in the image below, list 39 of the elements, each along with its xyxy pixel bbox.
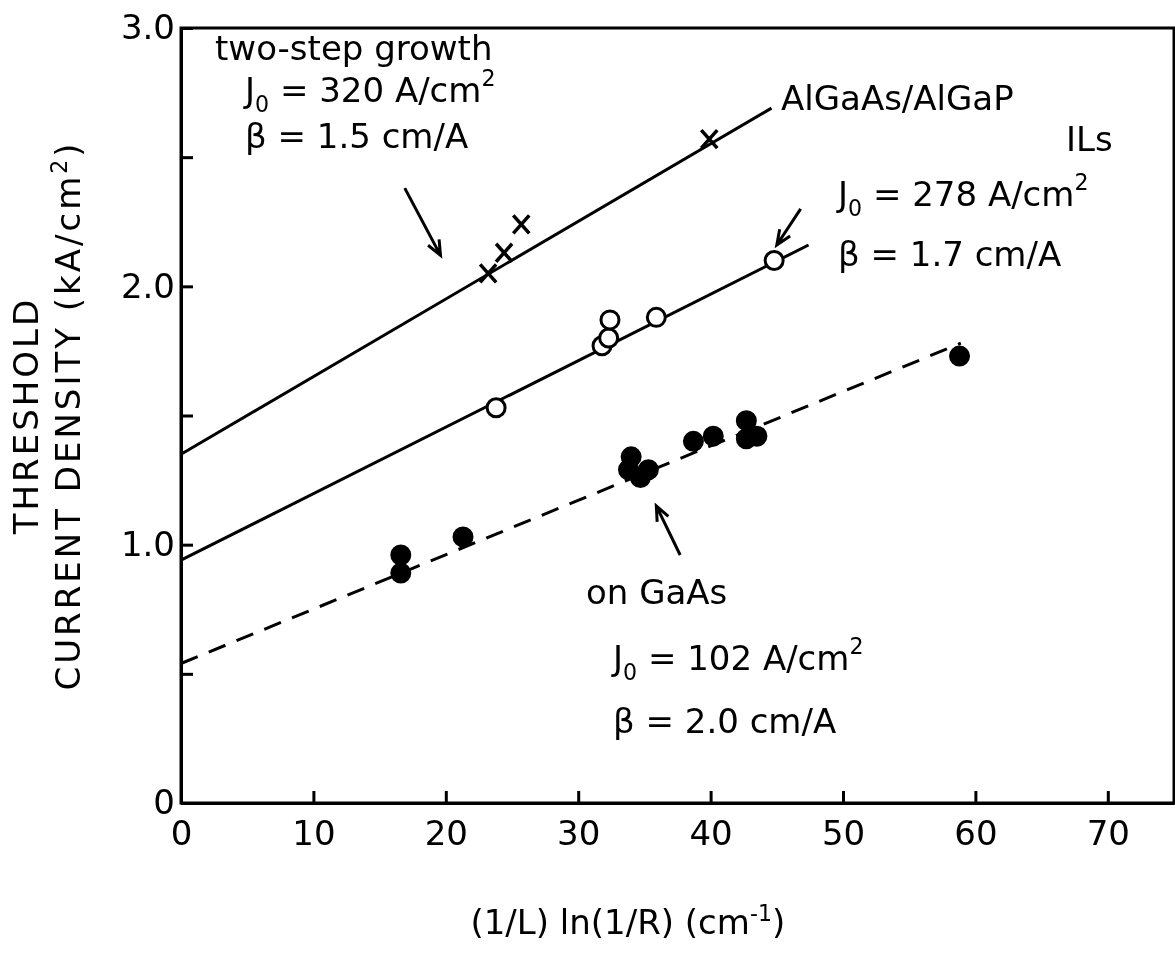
annotation: J$_{0}$ = 102 A/cm$^{2}$ (611, 632, 864, 685)
point (735, 410, 757, 432)
point (478, 262, 498, 285)
x-tick-label: 60 (954, 813, 998, 854)
point (637, 459, 659, 481)
y-tick-label: 1.0 (120, 524, 175, 565)
point (702, 425, 724, 447)
point (699, 128, 720, 150)
y-tick-label: 0 (153, 782, 175, 823)
x-axis-title: (1/L) ln(1/R) (cm$^{-1}$) (470, 900, 786, 942)
point (645, 306, 667, 328)
point (452, 526, 474, 548)
point (494, 242, 514, 264)
y-tick-label: 3.0 (120, 7, 175, 48)
point (511, 213, 532, 236)
x-tick-label: 50 (821, 813, 866, 854)
annotation: J$_{0}$ = 278 A/cm$^{2}$ (836, 168, 1089, 221)
point (949, 345, 971, 367)
point (485, 397, 507, 419)
y-tick-label: 2.0 (120, 265, 175, 306)
annotation: AlGaAs/AlGaP (781, 77, 1014, 118)
x-tick-label: 10 (292, 813, 336, 854)
x-tick-label: 20 (424, 813, 468, 854)
annotation: ILs (1066, 118, 1113, 159)
annotation: β = 1.7 cm/A (838, 233, 1062, 274)
point (599, 309, 621, 331)
x-tick-label: 40 (689, 813, 733, 854)
point (763, 250, 785, 271)
annotation: two-step growth (215, 27, 493, 68)
point (620, 446, 642, 468)
point (390, 562, 412, 584)
annotation: β = 2.0 cm/A (613, 700, 837, 741)
annotation: β = 1.5 cm/A (245, 115, 469, 156)
point (598, 327, 620, 349)
point (682, 430, 704, 452)
x-tick-label: 30 (557, 813, 601, 854)
point (390, 544, 412, 566)
x-tick-label: 70 (1086, 813, 1130, 854)
annotation: on GaAs (586, 571, 728, 612)
